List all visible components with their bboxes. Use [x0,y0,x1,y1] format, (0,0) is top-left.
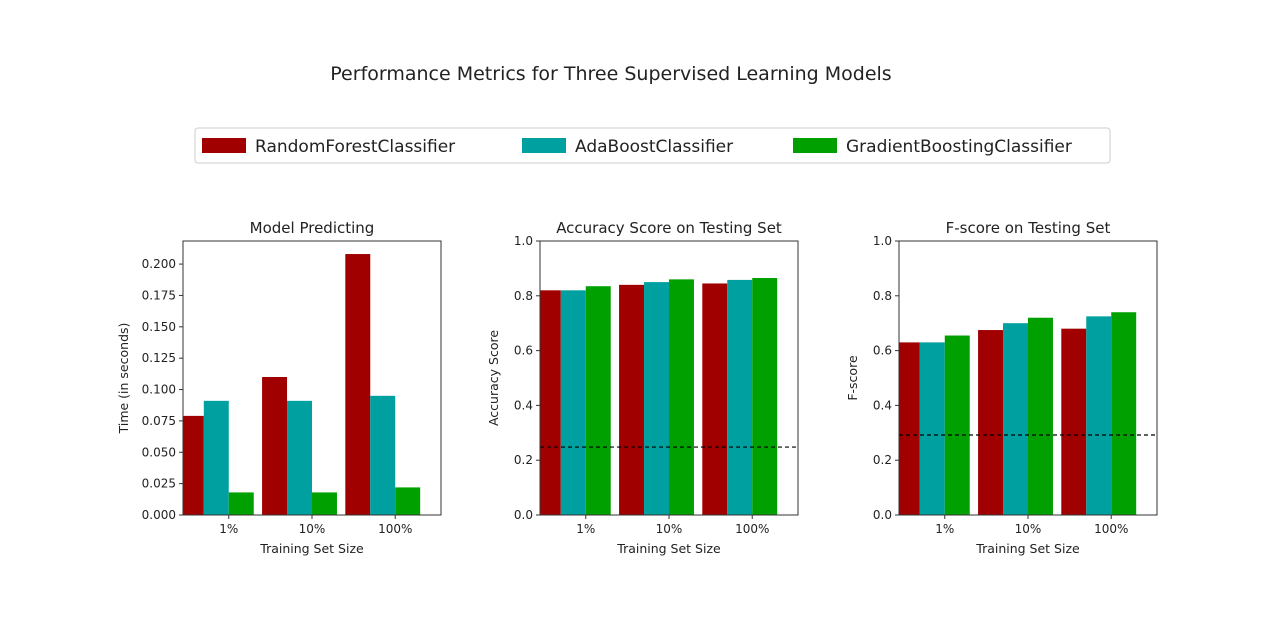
bar [345,254,371,516]
bar [899,342,920,515]
bar [944,335,970,515]
subplot-title: Model Predicting [250,219,375,237]
x-axis-label: Training Set Size [975,541,1080,556]
y-tick-label: 0.0 [873,508,892,522]
x-axis-label: Training Set Size [616,541,721,556]
x-tick-label: 10% [299,522,326,536]
subplot-title: F-score on Testing Set [946,219,1111,237]
y-tick-label: 0.4 [873,398,892,412]
y-tick-label: 0.025 [142,477,176,491]
subplot-1: 0.000 0.025 0.050 0.075 0.100 0.125 0.150 0.175… [116,219,442,556]
legend-frame [194,127,1111,164]
bar [262,376,288,515]
y-tick-label: 0.6 [873,344,892,358]
x-tick-label: 1% [219,522,238,536]
y-tick-label: 1.0 [514,234,533,248]
bar [540,290,561,515]
y-tick-label: 0.100 [142,383,176,397]
bar [752,277,778,515]
x-tick-label: 100% [735,522,769,536]
y-tick-label: 0.2 [873,453,892,467]
y-tick-label: 0.175 [142,288,176,302]
y-axis-label: Time (in seconds) [116,323,131,435]
x-tick-label: 1% [576,522,595,536]
bar [727,279,753,515]
bar [702,283,728,515]
bar [978,330,1004,515]
y-tick-label: 1.0 [873,234,892,248]
subplot-3: 0.0 0.2 0.4 0.6 0.8 1.0 1% 10% 100% F-score on Te… [845,219,1158,556]
bar [669,279,694,515]
x-tick-label: 10% [656,522,683,536]
y-tick-label: 0.8 [514,289,533,303]
bar [1028,317,1053,515]
bar [203,400,229,515]
x-axis-label: Training Set Size [259,541,364,556]
bar [919,342,945,515]
bar [183,415,204,515]
bar [560,290,586,515]
figure-title: Performance Metrics for Three Supervised… [330,63,891,85]
x-tick-label: 1% [935,522,954,536]
bar [395,487,421,515]
legend-label: RandomForestClassifier [255,137,455,157]
legend-label: GradientBoostingClassifier [846,137,1072,157]
bar [228,492,254,515]
y-tick-label: 0.000 [142,508,176,522]
bar [644,282,669,515]
y-axis-label: F-score [845,355,860,401]
legend-label: AdaBoostClassifier [575,137,733,157]
y-tick-label: 0.6 [514,344,533,358]
x-tick-label: 100% [378,522,412,536]
legend-swatch [793,138,837,153]
bar [1086,316,1112,515]
x-tick-label: 10% [1015,522,1042,536]
x-tick-label: 100% [1094,522,1128,536]
y-tick-label: 0.150 [142,320,176,334]
legend-swatch [202,138,246,153]
bar [1061,328,1087,515]
y-tick-label: 0.075 [142,414,176,428]
bar [312,492,337,515]
y-tick-label: 0.200 [142,257,176,271]
subplot-title: Accuracy Score on Testing Set [556,219,782,237]
bar [1111,312,1137,515]
y-tick-label: 0.125 [142,351,176,365]
y-tick-label: 0.0 [514,508,533,522]
subplot-2: 0.0 0.2 0.4 0.6 0.8 1.0 1% 10% 100% Accuracy Scor… [486,219,799,556]
y-tick-label: 0.8 [873,289,892,303]
legend: RandomForestClassifier AdaBoostClassifier… [194,127,1111,164]
bar [619,284,645,515]
legend-swatch [522,138,566,153]
bar [370,395,396,515]
y-axis-label: Accuracy Score [486,330,501,426]
y-tick-label: 0.050 [142,445,176,459]
y-tick-label: 0.2 [514,453,533,467]
bar [585,286,611,515]
bar [287,400,312,515]
y-tick-label: 0.4 [514,398,533,412]
bar [1003,323,1028,515]
